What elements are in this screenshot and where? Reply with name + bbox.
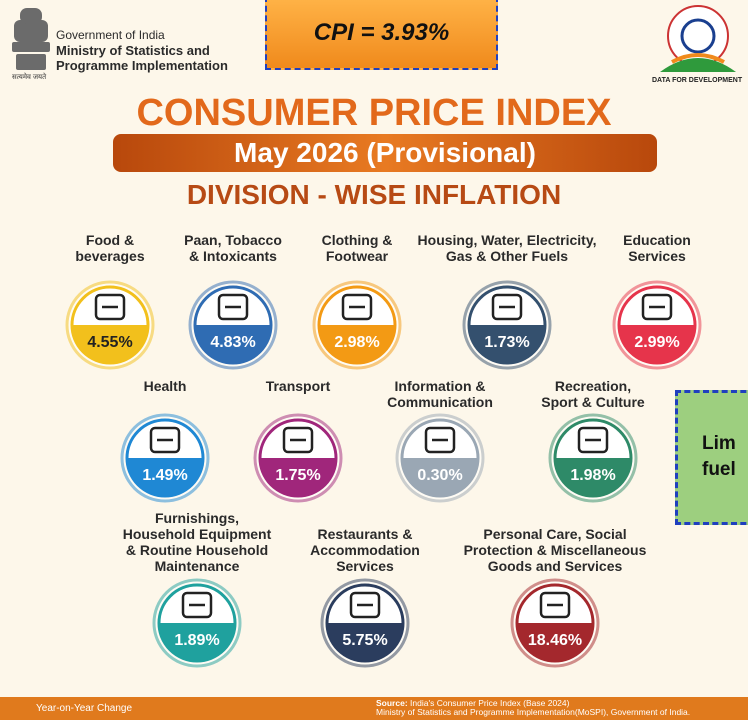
label-line: Furnishings, (97, 510, 297, 526)
division-badge: 18.46% (509, 577, 601, 669)
division-value: 1.98% (570, 467, 615, 484)
label-line: Protection & Miscellaneous (455, 542, 655, 558)
division-value: 4.55% (87, 334, 132, 351)
division-value: 2.98% (334, 334, 379, 351)
logo (660, 6, 736, 72)
division-value: 1.75% (275, 467, 320, 484)
division-badge: 2.98% (311, 279, 403, 371)
division-badge: 2.99% (611, 279, 703, 371)
cpi-callout: CPI = 3.93% (265, 0, 498, 70)
footer-source: Source: India's Consumer Price Index (Ba… (376, 699, 690, 717)
division-label: Recreation,Sport & Culture (493, 378, 693, 410)
org-line: Ministry of Statistics and (56, 43, 228, 58)
division-value: 2.99% (634, 334, 679, 351)
title: CONSUMER PRICE INDEX (0, 92, 748, 135)
logo-text: DATA FOR DEVELOPMENT (652, 77, 742, 84)
division-badge: 4.83% (187, 279, 279, 371)
label-line: Restaurants & (265, 526, 465, 542)
emblem (12, 8, 50, 70)
side-note: Lim fuel (675, 390, 748, 525)
division-value: 1.89% (174, 632, 219, 649)
division-badge: 1.89% (151, 577, 243, 669)
division-value: 1.49% (142, 467, 187, 484)
label-line: Services (265, 558, 465, 574)
ministry-line: Ministry of Statistics and Programme Imp… (376, 708, 690, 717)
division-value: 0.30% (417, 467, 462, 484)
side-note-line: fuel (702, 457, 748, 483)
division-badge: 1.49% (119, 412, 211, 504)
label-line: Accommodation (265, 542, 465, 558)
division-badge: 4.55% (64, 279, 156, 371)
motto: सत्यमेव जयते (12, 73, 46, 82)
division-badge: 5.75% (319, 577, 411, 669)
page: Government of India Ministry of Statisti… (0, 0, 748, 720)
org-name: Government of India Ministry of Statisti… (56, 28, 228, 73)
division-value: 5.75% (342, 632, 387, 649)
division-badge: 0.30% (394, 412, 486, 504)
label-line: Sport & Culture (493, 394, 693, 410)
label-line: Personal Care, Social (455, 526, 655, 542)
label-line: Goods and Services (455, 558, 655, 574)
division-badge: 1.75% (252, 412, 344, 504)
org-line: Programme Implementation (56, 58, 228, 73)
division-value: 4.83% (210, 334, 255, 351)
org-line: Government of India (56, 28, 228, 43)
division-value: 1.73% (484, 334, 529, 351)
label-line: Recreation, (493, 378, 693, 394)
division-badge: 1.98% (547, 412, 639, 504)
footer-note: Year-on-Year Change (36, 703, 132, 714)
side-note-line: Lim (702, 431, 748, 457)
subtitle: May 2026 (Provisional) (113, 134, 657, 172)
section-title: DIVISION - WISE INFLATION (0, 179, 748, 211)
division-value: 18.46% (528, 632, 582, 649)
division-badge: 1.73% (461, 279, 553, 371)
label-line: Services (557, 248, 748, 264)
label-line: Education (557, 232, 748, 248)
